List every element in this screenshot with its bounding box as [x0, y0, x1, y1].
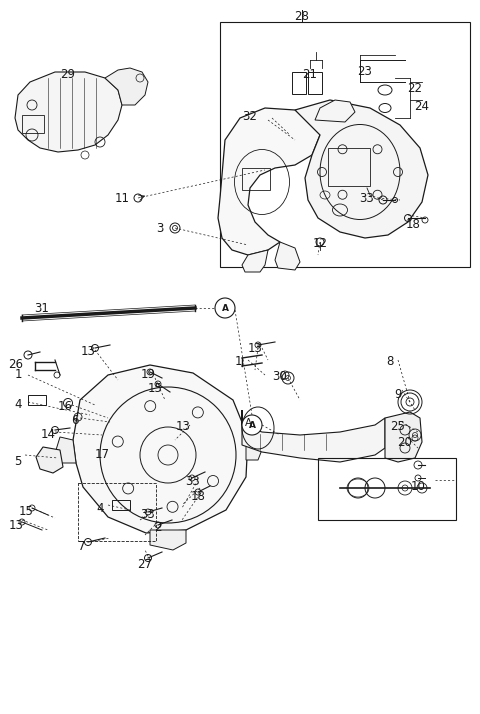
Text: 13: 13 [248, 342, 263, 355]
Text: 9: 9 [394, 388, 402, 401]
Text: 14: 14 [40, 428, 56, 441]
Text: 15: 15 [147, 382, 162, 395]
Bar [318, 458, 456, 520]
Polygon shape [73, 365, 248, 533]
Text: 17: 17 [95, 448, 109, 461]
Text: 28: 28 [295, 10, 310, 23]
Polygon shape [242, 250, 268, 272]
Bar [242, 168, 270, 190]
Text: 13: 13 [81, 345, 96, 358]
Text: 18: 18 [191, 490, 205, 503]
Bar [22, 115, 44, 133]
Bar [328, 148, 370, 186]
Text: 1: 1 [234, 355, 242, 368]
Text: 33: 33 [141, 508, 156, 521]
Bar [78, 483, 156, 541]
Polygon shape [242, 410, 385, 462]
Text: 27: 27 [137, 558, 153, 571]
Polygon shape [295, 100, 428, 238]
Polygon shape [315, 100, 355, 122]
Polygon shape [218, 108, 320, 255]
Bar [28, 395, 46, 405]
Text: 19: 19 [141, 368, 156, 381]
Text: 3: 3 [156, 222, 164, 235]
Bar [220, 22, 470, 267]
Text: 4: 4 [96, 502, 104, 515]
Polygon shape [36, 447, 63, 473]
Text: 30: 30 [273, 370, 288, 383]
Text: 16: 16 [58, 400, 72, 413]
Text: A: A [221, 303, 228, 313]
Bar [308, 72, 322, 94]
Polygon shape [56, 437, 76, 463]
Text: 32: 32 [242, 110, 257, 123]
Text: A: A [249, 421, 255, 430]
Text: 13: 13 [176, 420, 191, 433]
Polygon shape [150, 530, 186, 550]
Text: 26: 26 [9, 358, 24, 371]
Text: 33: 33 [186, 475, 200, 488]
Text: 25: 25 [391, 420, 406, 433]
Polygon shape [246, 435, 263, 460]
Text: 24: 24 [415, 100, 430, 113]
Text: 22: 22 [408, 82, 422, 95]
Circle shape [215, 298, 235, 318]
Text: 4: 4 [14, 398, 22, 411]
Text: 29: 29 [60, 68, 75, 81]
Polygon shape [105, 68, 148, 105]
Text: 2: 2 [154, 521, 162, 534]
Polygon shape [15, 72, 122, 152]
Text: 23: 23 [358, 65, 372, 78]
Text: 12: 12 [312, 237, 327, 250]
Text: 21: 21 [302, 68, 317, 81]
Polygon shape [385, 412, 422, 462]
Text: 5: 5 [14, 455, 22, 468]
Bar [292, 72, 306, 94]
Text: 10: 10 [410, 480, 425, 493]
Polygon shape [275, 242, 300, 270]
Text: 18: 18 [406, 218, 420, 231]
Bar [112, 500, 130, 510]
Circle shape [242, 415, 262, 435]
Text: 7: 7 [78, 540, 86, 553]
Text: 15: 15 [19, 505, 34, 518]
Text: A: A [244, 418, 252, 428]
Text: 11: 11 [115, 192, 130, 205]
Text: 6: 6 [71, 414, 79, 427]
Text: 20: 20 [397, 436, 412, 449]
Text: 33: 33 [360, 192, 374, 205]
Text: 8: 8 [386, 355, 394, 368]
Text: 13: 13 [9, 519, 24, 532]
Text: 31: 31 [35, 302, 49, 315]
Text: 1: 1 [14, 368, 22, 381]
